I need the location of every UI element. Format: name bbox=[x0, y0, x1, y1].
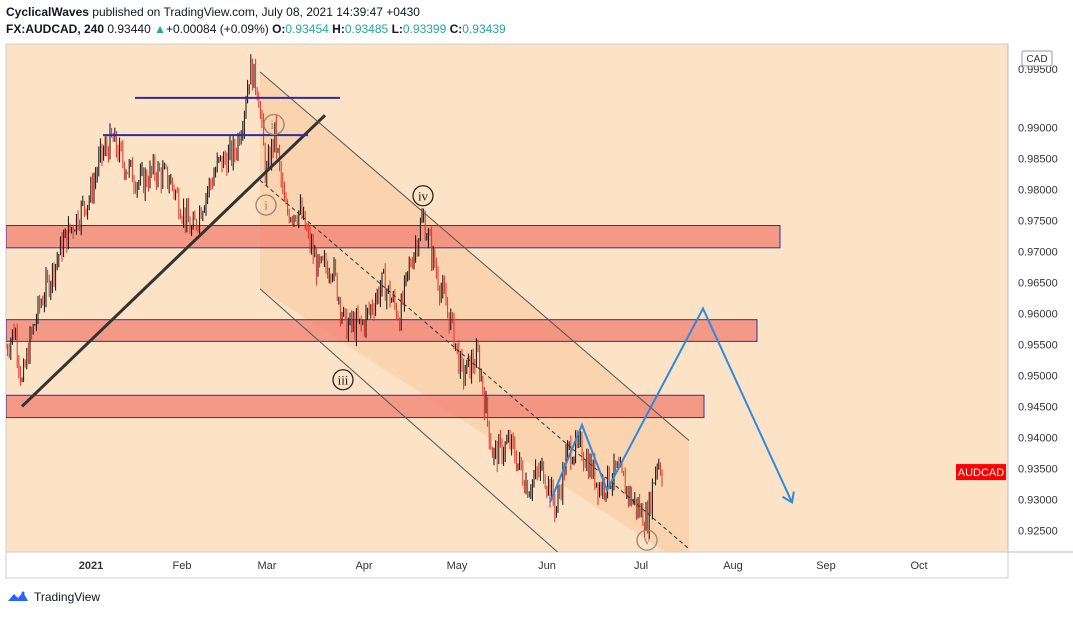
y-tick-label: 0.94500 bbox=[1018, 401, 1058, 413]
wave-label-iii: iii bbox=[332, 369, 354, 391]
wave-text: i bbox=[264, 198, 268, 213]
y-tick-label: 0.99000 bbox=[1018, 123, 1058, 135]
wave-circle bbox=[412, 185, 434, 207]
wave-circle bbox=[636, 529, 658, 551]
wave-circle bbox=[263, 113, 285, 136]
price-change: +0.00084 (+0.09%) bbox=[165, 22, 269, 36]
author-name[interactable]: CyclicalWaves bbox=[6, 5, 89, 19]
last-price: 0.93440 bbox=[107, 22, 151, 36]
resistance-zone-3 bbox=[6, 394, 705, 419]
footer-brand[interactable]: TradingView bbox=[6, 590, 100, 604]
y-tick-label: 0.99500 bbox=[1018, 64, 1058, 76]
y-tick-label: 0.94000 bbox=[1018, 432, 1058, 444]
y-tick-label: 0.98500 bbox=[1018, 154, 1058, 166]
y-tick-label: 0.93000 bbox=[1018, 494, 1058, 506]
symbol-name[interactable]: FX:AUDCAD, 240 bbox=[6, 22, 105, 36]
wave-label-v: v bbox=[636, 529, 658, 551]
y-tick-label: 0.93500 bbox=[1018, 463, 1058, 475]
x-tick-label: May bbox=[447, 560, 468, 572]
brand-text: TradingView bbox=[34, 590, 101, 604]
wave-label-iv: iv bbox=[412, 185, 434, 207]
y-tick-label: 0.92500 bbox=[1018, 525, 1058, 537]
currency-box bbox=[1021, 50, 1053, 67]
close-value: 0.93439 bbox=[462, 22, 506, 36]
close-label: C: bbox=[449, 22, 463, 36]
y-tick-label: 0.97500 bbox=[1018, 216, 1058, 228]
wave-text: iii bbox=[338, 372, 349, 387]
wave-text: ii bbox=[270, 117, 278, 132]
low-value: 0.93399 bbox=[402, 22, 447, 36]
x-tick-label: Aug bbox=[723, 560, 743, 572]
high-value: 0.93485 bbox=[344, 22, 389, 36]
open-value: 0.93454 bbox=[285, 22, 329, 36]
x-tick-label: Mar bbox=[258, 560, 277, 572]
x-tick-label: Jun bbox=[538, 560, 556, 572]
x-tick-label: Sep bbox=[816, 560, 836, 572]
change-up-icon: ▲ bbox=[154, 22, 166, 36]
x-tick-label: Apr bbox=[355, 560, 372, 572]
tradingview-logo-icon bbox=[8, 591, 28, 601]
wave-circle bbox=[332, 369, 354, 391]
currency-label: CAD bbox=[1026, 54, 1047, 65]
projection-path bbox=[549, 306, 793, 503]
high-label: H: bbox=[332, 22, 345, 36]
resistance-zone-1 bbox=[6, 225, 781, 249]
x-tick-label: 2021 bbox=[79, 560, 103, 572]
open-label: O: bbox=[272, 22, 286, 36]
y-tick-label: 0.97000 bbox=[1018, 247, 1058, 259]
symbol-info: FX:AUDCAD, 240 0.93440 ▲+0.00084 (+0.09%… bbox=[6, 22, 506, 36]
x-tick-label: Oct bbox=[910, 560, 927, 572]
low-label: L: bbox=[391, 22, 403, 36]
y-tick-label: 0.95500 bbox=[1018, 339, 1058, 351]
symbol-tag: AUDCAD bbox=[958, 467, 1005, 479]
channel-lower bbox=[259, 288, 559, 552]
resistance-zone-2 bbox=[6, 319, 758, 342]
symbol-tag-box bbox=[956, 464, 1006, 481]
y-tick-label: 0.96000 bbox=[1018, 308, 1058, 320]
wave-circle bbox=[255, 194, 277, 216]
support-trendline bbox=[20, 114, 327, 408]
time-axis bbox=[5, 551, 1009, 579]
projection-arrowhead bbox=[782, 491, 795, 505]
publish-info: CyclicalWaves published on TradingView.c… bbox=[6, 5, 420, 19]
y-tick-label: 0.95000 bbox=[1018, 370, 1058, 382]
x-tick-label: Feb bbox=[173, 560, 192, 572]
channel-mid bbox=[259, 179, 690, 550]
wave-text: v bbox=[644, 533, 651, 548]
wave-text: iv bbox=[418, 188, 429, 203]
x-tick-label: Jul bbox=[634, 560, 648, 572]
wave-label-ii: ii bbox=[263, 113, 285, 136]
wave-label-i: i bbox=[255, 194, 277, 216]
channel-upper bbox=[259, 71, 690, 441]
y-tick-label: 0.98000 bbox=[1018, 185, 1058, 197]
publish-text: published on TradingView.com, July 08, 2… bbox=[88, 5, 420, 19]
y-tick-label: 0.96500 bbox=[1018, 278, 1058, 290]
